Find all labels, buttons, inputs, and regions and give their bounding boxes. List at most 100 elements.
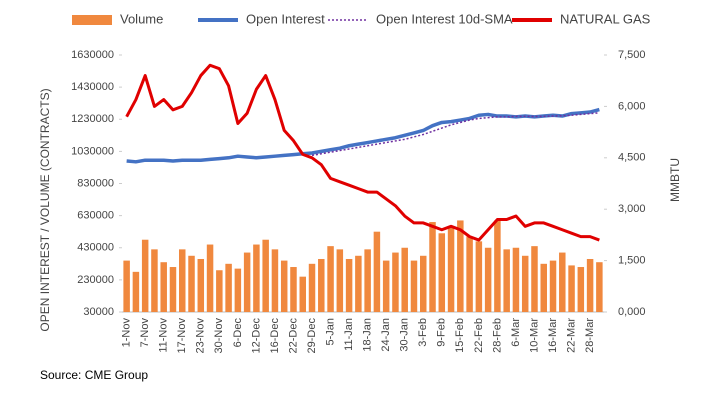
bar <box>151 249 158 312</box>
bar <box>262 239 269 312</box>
x-tick-label: 22-Feb <box>473 318 485 353</box>
y2-tick-label: 0,000 <box>618 306 646 318</box>
bar <box>420 255 427 312</box>
x-tick-label: 22-Mar <box>565 318 577 353</box>
y-tick-label: 230000 <box>77 274 114 286</box>
legend-swatch <box>72 15 112 25</box>
y-axis-title: OPEN INTEREST / VOLUME (CONTRACTS) <box>38 88 52 331</box>
line <box>125 63 600 242</box>
bar <box>308 263 316 312</box>
x-tick-label: 12-Dec <box>250 318 262 354</box>
y2-tick-label: 4,500 <box>618 152 646 164</box>
y2-tick-label: 7,500 <box>618 49 646 61</box>
line <box>311 112 600 157</box>
bar <box>355 255 362 312</box>
x-tick-label: 30-Nov <box>213 318 225 354</box>
bar <box>345 258 353 312</box>
y2-tick-label: 3,000 <box>618 203 646 215</box>
x-tick-label: 11-Nov <box>158 318 170 353</box>
bar <box>206 244 214 312</box>
bar <box>559 252 566 312</box>
bar <box>299 276 306 312</box>
bar <box>447 226 455 312</box>
bar <box>253 244 260 312</box>
bar <box>280 260 288 312</box>
y2-tick-label: 1,500 <box>618 255 646 267</box>
x-tick-label: 3-Feb <box>417 318 429 347</box>
legend-label: Open Interest <box>246 11 325 26</box>
x-tick-label: 18-Jan <box>362 318 374 352</box>
x-tick-label: 23-Nov <box>195 318 207 354</box>
x-tick-label: 16-Dec <box>269 318 281 354</box>
bar <box>271 249 279 312</box>
x-tick-label: 29-Dec <box>306 318 318 354</box>
bar <box>531 246 538 312</box>
x-tick-label: 5-Jan <box>324 318 336 346</box>
x-tick-label: 24-Jan <box>380 318 392 352</box>
y-tick-label: 30000 <box>83 306 114 318</box>
bar <box>521 255 529 312</box>
y-tick-label: 430000 <box>77 242 114 254</box>
x-tick-label: 6-Mar <box>510 318 522 347</box>
bar <box>512 247 520 312</box>
bar <box>475 241 483 312</box>
bar <box>132 271 140 312</box>
x-tick-label: 9-Feb <box>436 318 448 347</box>
bar <box>327 246 334 312</box>
x-tick-label: 7-Nov <box>139 318 151 348</box>
bar <box>568 265 575 312</box>
bar <box>540 263 547 312</box>
x-tick-label: 10-Mar <box>528 318 540 353</box>
x-tick-label: 6-Dec <box>232 318 244 348</box>
bar <box>410 260 418 312</box>
bar <box>141 239 149 312</box>
bar <box>336 249 344 312</box>
bar <box>382 260 390 312</box>
y-tick-label: 1230000 <box>71 113 114 125</box>
bar <box>586 258 594 312</box>
bar <box>234 268 242 312</box>
bar <box>160 262 167 312</box>
bar <box>494 220 501 312</box>
bar <box>466 236 473 312</box>
x-tick-label: 16-Mar <box>547 318 559 353</box>
x-tick-label: 28-Feb <box>491 318 503 353</box>
legend-label: NATURAL GAS <box>560 11 651 26</box>
bar <box>373 231 381 312</box>
x-tick-label: 22-Dec <box>287 318 299 354</box>
bar <box>225 263 232 312</box>
bar <box>243 252 251 312</box>
y2-tick-label: 6,000 <box>618 100 646 112</box>
legend-label: Volume <box>120 11 163 26</box>
source: Source: CME Group <box>40 368 148 382</box>
x-tick-label: 1-Nov <box>121 318 133 348</box>
bar <box>179 249 186 312</box>
y-tick-label: 1630000 <box>71 49 114 61</box>
bar <box>290 267 297 312</box>
line <box>126 107 600 164</box>
bar <box>188 255 195 312</box>
y2-axis-title: MMBTU <box>668 158 682 202</box>
y-tick-label: 630000 <box>77 210 114 222</box>
bar <box>392 252 399 312</box>
y-tick-label: 830000 <box>77 177 114 189</box>
y-tick-label: 1030000 <box>71 145 114 157</box>
x-tick-label: 15-Feb <box>454 318 466 353</box>
bar <box>577 267 585 312</box>
bar <box>484 247 492 312</box>
x-tick-label: 30-Jan <box>399 318 411 352</box>
bar <box>216 270 223 312</box>
x-tick-label: 17-Nov <box>176 318 188 354</box>
bar <box>364 249 371 312</box>
bar <box>197 258 205 312</box>
bar <box>401 247 408 312</box>
bar <box>503 249 510 312</box>
y-tick-label: 1430000 <box>71 81 114 93</box>
bar <box>169 267 177 312</box>
x-tick-label: 28-Mar <box>584 318 596 353</box>
legend-label: Open Interest 10d-SMA <box>376 11 513 26</box>
bar <box>429 222 436 312</box>
bar <box>457 220 464 312</box>
bar <box>596 262 603 312</box>
